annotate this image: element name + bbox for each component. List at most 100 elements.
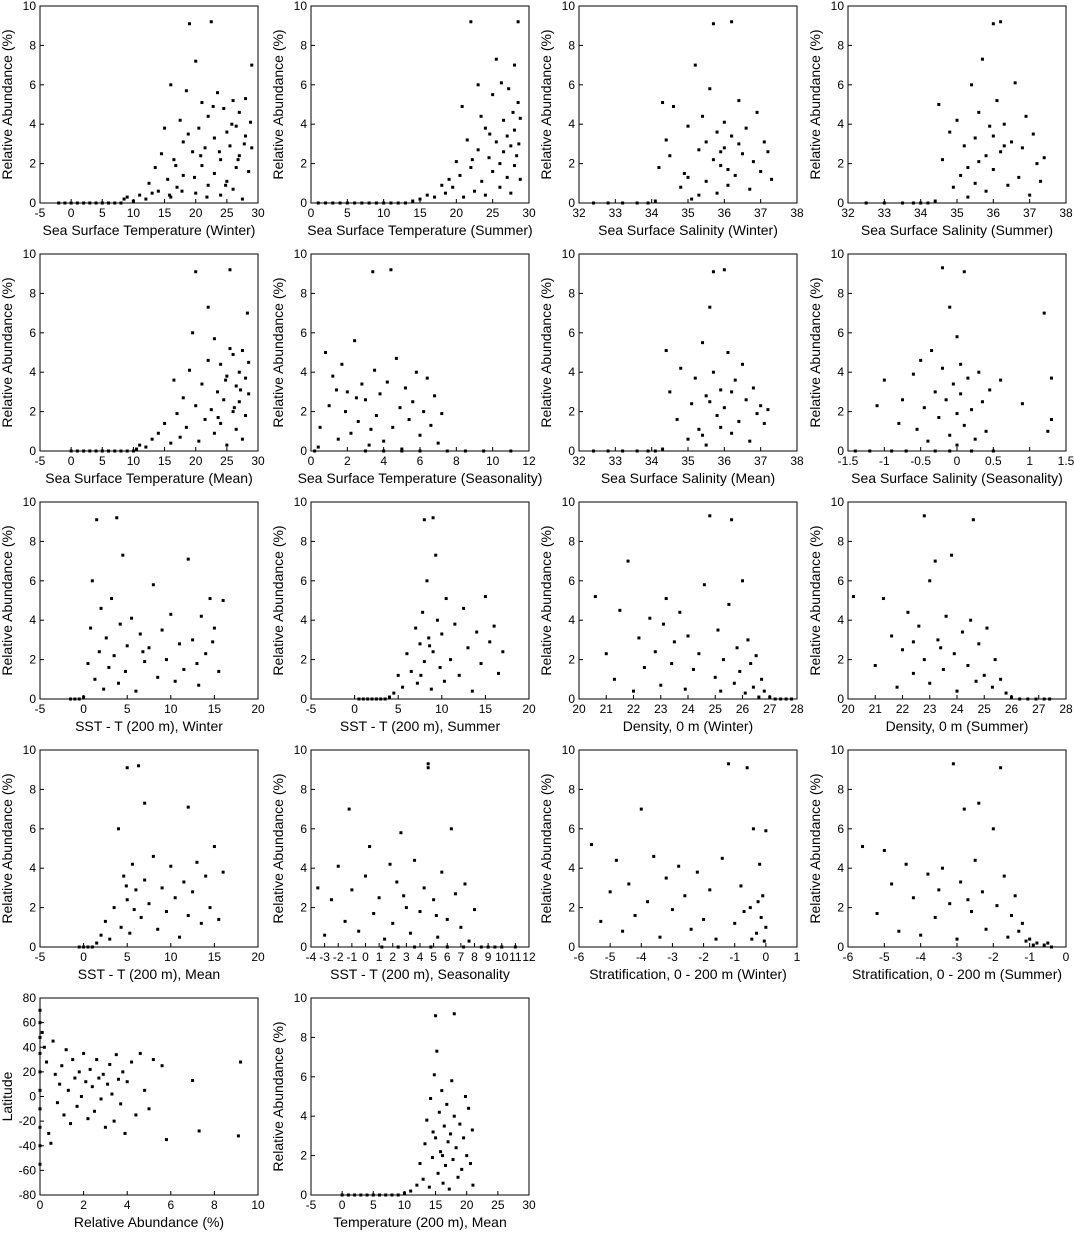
x-tick-label: -2 [698, 950, 709, 964]
data-point [750, 937, 754, 941]
data-point [359, 1193, 363, 1197]
data-point [711, 158, 715, 162]
data-point [147, 181, 151, 185]
data-point [143, 1088, 147, 1092]
data-point [969, 618, 973, 622]
data-point [442, 1124, 446, 1128]
x-tick-label: 5 [344, 206, 351, 220]
data-point [132, 908, 136, 912]
y-tick-label: 0 [29, 692, 36, 706]
x-tick-label: 34 [914, 206, 928, 220]
data-point [868, 449, 872, 453]
data-point [941, 667, 945, 671]
x-tick-label: 27 [763, 702, 777, 716]
data-point [116, 1077, 120, 1081]
data-point [371, 270, 375, 274]
data-point [112, 906, 116, 910]
data-point [77, 697, 81, 701]
data-point [500, 945, 504, 949]
y-tick-label: 6 [300, 1070, 307, 1084]
plot-frame [39, 501, 259, 700]
data-point [225, 374, 229, 378]
data-point [178, 935, 182, 939]
data-point [178, 118, 182, 122]
data-point [445, 449, 449, 453]
y-tick-label: 60 [23, 1016, 37, 1030]
y-tick-label: 4 [837, 117, 844, 131]
x-tick-label: 2 [389, 950, 396, 964]
data-point [496, 671, 500, 675]
data-point [160, 886, 164, 890]
plot-frame [578, 253, 798, 452]
data-point [244, 376, 248, 380]
y-tick-label: 4 [29, 365, 36, 379]
data-point [621, 449, 625, 453]
data-point [199, 614, 203, 618]
data-point [186, 557, 190, 561]
y-tick-label: 0 [29, 1090, 36, 1104]
x-tick-label: 22 [896, 702, 910, 716]
y-tick-label: 8 [29, 38, 36, 52]
data-point [749, 662, 753, 666]
data-point [652, 854, 656, 858]
data-point [779, 697, 783, 701]
x-tick-label: 20 [251, 702, 265, 716]
y-tick-label: 4 [29, 117, 36, 131]
data-point [759, 404, 763, 408]
data-point [922, 514, 926, 518]
y-tick-label: 2 [29, 901, 36, 915]
data-point [999, 677, 1003, 681]
scatter-panel-16: -6 -5 -4 -3 -2 -1 0 0 2 4 6 8 10 Stratification, 0 - … [807, 743, 1070, 982]
x-tick-label: 37 [1023, 206, 1037, 220]
data-point [901, 201, 904, 205]
y-tick-label: 8 [300, 38, 307, 52]
y-tick-label: 2 [837, 157, 844, 171]
data-point [1042, 156, 1046, 160]
x-tick-label: 36 [718, 206, 732, 220]
data-point [919, 933, 923, 937]
data-point [460, 1167, 464, 1171]
y-tick-label: 2 [29, 653, 36, 667]
data-point [890, 634, 894, 638]
data-point [469, 166, 473, 170]
data-point [951, 185, 955, 189]
data-point [719, 150, 723, 154]
data-point [646, 900, 650, 904]
data-point [99, 606, 103, 610]
data-point [232, 406, 236, 410]
data-point [990, 685, 994, 689]
y-tick-label: 0 [300, 692, 307, 706]
plot-frame [847, 501, 1067, 700]
data-point [169, 83, 173, 87]
data-point [466, 646, 470, 650]
data-point [191, 638, 195, 642]
data-point [701, 114, 705, 118]
data-point [38, 1125, 42, 1129]
x-tick-label: 5 [124, 702, 131, 716]
y-tick-label: 4 [568, 613, 575, 627]
data-point [431, 1130, 435, 1134]
x-tick-label: -1.5 [838, 454, 859, 468]
scatter-panel-7: 32 33 34 35 36 37 38 0 2 4 6 8 10 Sea Surface Salinit… [538, 247, 804, 486]
data-point [353, 339, 357, 343]
data-point [403, 386, 407, 390]
data-point [374, 697, 378, 701]
data-point [760, 677, 764, 681]
data-point [237, 110, 241, 114]
data-point [364, 449, 367, 453]
data-point [737, 142, 741, 146]
data-point [512, 128, 516, 132]
x-tick-label: 0 [68, 454, 75, 468]
plot-frame [847, 749, 1067, 948]
data-point [501, 650, 505, 654]
data-point [766, 408, 770, 412]
x-tick-label: -4 [636, 950, 647, 964]
data-point [452, 1114, 456, 1118]
y-tick-label: 8 [837, 286, 844, 300]
data-point [197, 683, 201, 687]
x-tick-label: 4 [380, 454, 387, 468]
data-point [502, 118, 506, 122]
y-tick-label: 10 [294, 0, 308, 13]
data-point [113, 201, 117, 205]
